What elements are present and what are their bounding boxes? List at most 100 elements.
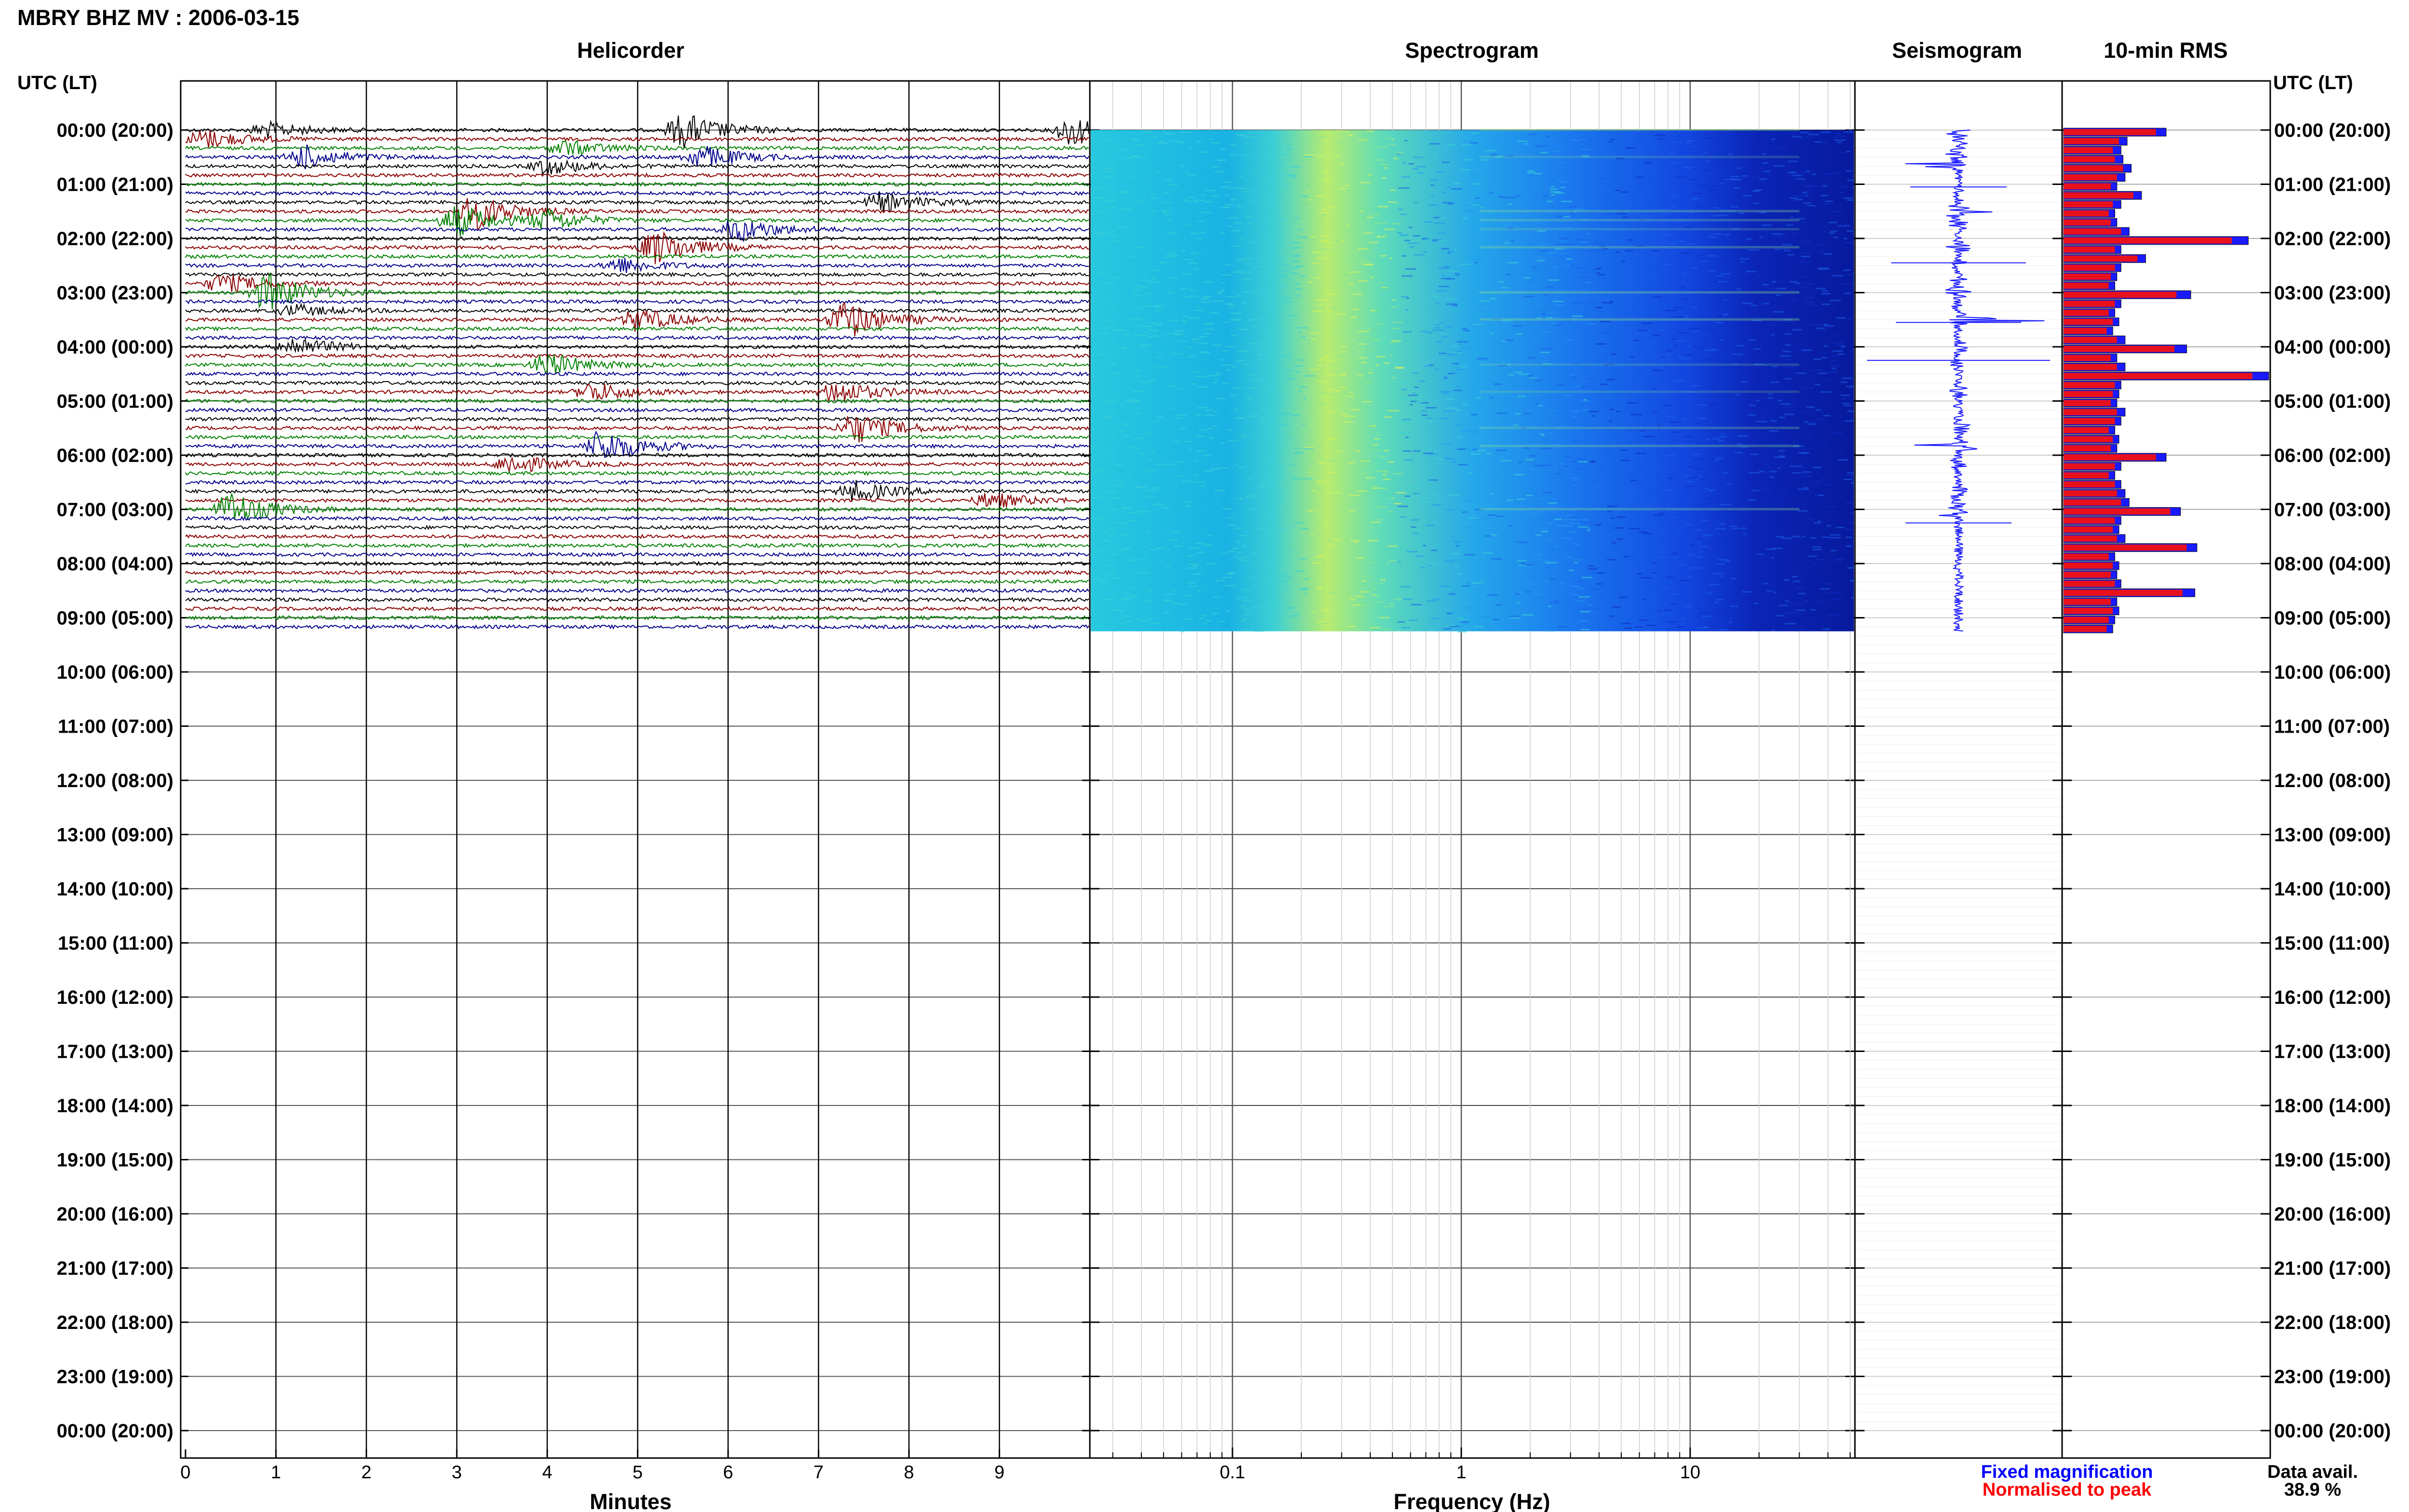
spectrogram-speckle bbox=[1740, 446, 1749, 448]
spectrogram-speckle bbox=[1321, 235, 1329, 237]
spectrogram-speckle bbox=[1413, 532, 1419, 534]
spectrogram-speckle bbox=[1110, 363, 1117, 365]
spectrogram-speckle bbox=[1277, 464, 1284, 466]
row-label-right: 03:00 (23:00) bbox=[2274, 283, 2391, 304]
spectrogram-speckle bbox=[1282, 285, 1287, 287]
spectrogram-speckle bbox=[1234, 463, 1238, 465]
spectrogram-speckle bbox=[1339, 481, 1345, 483]
spectrogram-speckle bbox=[1370, 350, 1374, 352]
spectrogram-speckle bbox=[1369, 425, 1377, 427]
spectrogram-speckle bbox=[1540, 152, 1548, 154]
spectrogram-speckle bbox=[1318, 364, 1322, 366]
spectrogram-speckle bbox=[1210, 312, 1218, 314]
spectrogram-speckle bbox=[1517, 541, 1528, 543]
spectrogram-x-label: Frequency (Hz) bbox=[1393, 1489, 1550, 1512]
spectrogram-speckle bbox=[1120, 623, 1127, 625]
spectrogram-speckle bbox=[1400, 421, 1411, 422]
spectrogram-speckle bbox=[1446, 458, 1455, 460]
row-label-left: 15:00 (11:00) bbox=[58, 933, 173, 954]
spectrogram-speckle bbox=[1323, 356, 1328, 357]
spectrogram-speckle bbox=[1458, 573, 1463, 575]
spectrogram-speckle bbox=[1504, 319, 1514, 321]
spectrogram-speckle bbox=[1631, 575, 1635, 577]
spectrogram-speckle bbox=[1736, 514, 1745, 516]
spectrogram-speckle bbox=[1707, 502, 1712, 504]
rms-bar-normalised bbox=[2064, 129, 2156, 135]
spectrogram-speckle bbox=[1671, 338, 1677, 340]
spectrogram-speckle bbox=[1643, 447, 1648, 449]
spectrogram-speckle bbox=[1833, 237, 1838, 238]
spectrogram-speckle bbox=[1098, 580, 1109, 582]
spectrogram-speckle bbox=[1374, 159, 1386, 161]
rms-bar-normalised bbox=[2064, 535, 2117, 542]
spectrogram-speckle bbox=[1527, 357, 1536, 359]
spectrogram-speckle bbox=[1123, 507, 1132, 509]
spectrogram-speckle bbox=[1448, 250, 1455, 252]
spectrogram-speckle bbox=[1723, 351, 1728, 353]
spectrogram-speckle bbox=[1262, 607, 1271, 609]
spectrogram-speckle bbox=[1194, 481, 1205, 483]
spectrogram-speckle bbox=[1503, 163, 1511, 165]
spectrogram-speckle bbox=[1427, 420, 1434, 422]
spectrogram-speckle bbox=[1695, 538, 1702, 539]
spectrogram-speckle bbox=[1768, 393, 1773, 395]
spectrogram-speckle bbox=[1445, 588, 1451, 590]
spectrogram-speckle bbox=[1355, 490, 1367, 492]
spectrogram-speckle bbox=[1443, 560, 1455, 562]
spectrogram-speckle bbox=[1358, 343, 1366, 345]
spectrogram-speckle bbox=[1434, 458, 1445, 460]
spectrogram-speckle bbox=[1218, 620, 1225, 622]
spectrogram-speckle bbox=[1741, 175, 1749, 177]
spectrogram-speckle bbox=[1247, 222, 1253, 224]
row-label-right: 13:00 (09:00) bbox=[2274, 825, 2391, 846]
spectrogram-speckle bbox=[1133, 294, 1142, 296]
spectrogram-speckle bbox=[1615, 224, 1618, 226]
spectrogram-speckle bbox=[1842, 403, 1850, 405]
spectrogram-speckle bbox=[1188, 263, 1198, 264]
helicorder-trace bbox=[185, 302, 1089, 316]
spectrogram-speckle bbox=[1550, 191, 1561, 193]
spectrogram-speckle bbox=[1265, 138, 1271, 140]
spectrogram-speckle bbox=[1797, 488, 1809, 490]
spectrogram-speckle bbox=[1421, 496, 1429, 498]
rms-bar-normalised bbox=[2064, 174, 2117, 181]
spectrogram-speckle bbox=[1717, 609, 1726, 611]
spectrogram-speckle bbox=[1371, 487, 1382, 489]
spectrogram-speckle bbox=[1693, 459, 1705, 460]
spectrogram-speckle bbox=[1681, 299, 1689, 301]
helicorder-title: Helicorder bbox=[577, 38, 685, 63]
spectrogram-speckle bbox=[1404, 140, 1408, 142]
spectrogram-speckle bbox=[1397, 232, 1402, 234]
spectrogram-speckle bbox=[1778, 455, 1785, 457]
spectrogram-speckle bbox=[1637, 155, 1641, 157]
spectrogram-speckle bbox=[1549, 363, 1552, 365]
spectrogram-speckle bbox=[1246, 387, 1258, 389]
spectrogram-speckle bbox=[1837, 225, 1848, 227]
spectrogram-speckle bbox=[1270, 345, 1282, 347]
spectrogram-speckle bbox=[1170, 251, 1176, 253]
spectrogram-speckle bbox=[1715, 322, 1722, 324]
spectrogram-speckle bbox=[1766, 548, 1776, 550]
spectrogram-speckle bbox=[1789, 612, 1800, 614]
spectrogram-speckle bbox=[1820, 231, 1826, 233]
spectrogram-speckle bbox=[1686, 140, 1694, 142]
spectrogram-speckle bbox=[1133, 485, 1139, 487]
helicorder-trace bbox=[185, 430, 1089, 458]
spectrogram-speckle bbox=[1136, 437, 1143, 439]
spectrogram-speckle bbox=[1400, 586, 1411, 588]
spectrogram-speckle bbox=[1277, 424, 1288, 426]
spectrogram-speckle bbox=[1164, 612, 1169, 614]
spectrogram-speckle bbox=[1372, 310, 1379, 312]
spectrogram-speckle bbox=[1355, 158, 1363, 160]
spectrogram-speckle bbox=[1574, 562, 1578, 564]
spectrogram-speckle bbox=[1772, 444, 1779, 446]
spectrogram-speckle bbox=[1350, 539, 1359, 541]
spectrogram-speckle bbox=[1259, 486, 1267, 488]
spectrogram-speckle bbox=[1696, 627, 1708, 629]
spectrogram-speckle bbox=[1187, 480, 1192, 481]
spectrogram-speckle bbox=[1111, 553, 1118, 555]
spectrogram-speckle bbox=[1146, 433, 1152, 434]
spectrogram-speckle bbox=[1815, 409, 1821, 411]
spectrogram-speckle bbox=[1703, 349, 1715, 351]
spectrogram-speckle bbox=[1661, 234, 1672, 236]
